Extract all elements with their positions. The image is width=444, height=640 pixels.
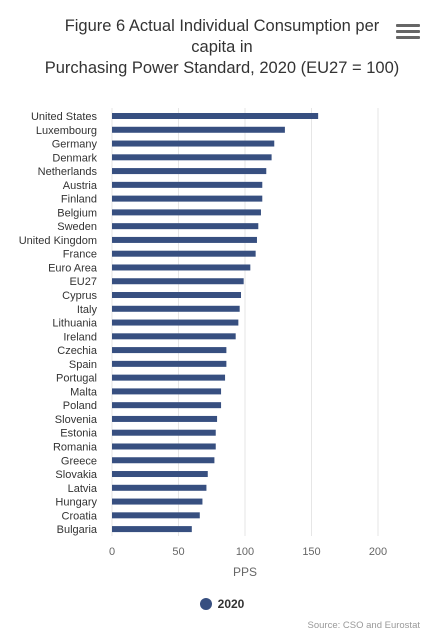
category-label-croatia: Croatia: [62, 510, 98, 522]
bar-united-states[interactable]: [112, 113, 319, 119]
category-label-cyprus: Cyprus: [62, 290, 97, 302]
bar-ireland[interactable]: [112, 333, 236, 340]
category-label-finland: Finland: [61, 194, 97, 206]
x-tick-label-200: 200: [369, 546, 387, 558]
legend-label: 2020: [217, 597, 245, 611]
category-label-estonia: Estonia: [60, 428, 98, 440]
category-label-slovakia: Slovakia: [55, 469, 97, 481]
bar-slovenia[interactable]: [112, 415, 218, 422]
bar-slovakia[interactable]: [112, 471, 208, 478]
chart-title-line-1: Figure 6 Actual Individual Consumption p…: [64, 17, 380, 56]
bar-italy[interactable]: [112, 305, 240, 312]
x-tick-label-150: 150: [302, 546, 320, 558]
category-label-euro-area: Euro Area: [48, 262, 98, 274]
x-tick-label-100: 100: [236, 546, 254, 558]
bar-germany[interactable]: [112, 140, 275, 147]
x-axis-title: PPS: [233, 565, 257, 579]
category-label-romania: Romania: [53, 441, 98, 453]
category-label-austria: Austria: [63, 180, 98, 192]
source-credit[interactable]: Source: CSO and Eurostat: [307, 620, 420, 631]
x-axis-ticks: 0 50 100 150 200: [109, 546, 387, 558]
bar-estonia[interactable]: [112, 429, 216, 436]
category-label-lithuania: Lithuania: [52, 318, 98, 330]
category-label-belgium: Belgium: [57, 207, 97, 219]
bar-hungary[interactable]: [112, 498, 203, 505]
bars: [112, 113, 319, 533]
category-label-ireland: Ireland: [63, 331, 97, 343]
bar-luxembourg[interactable]: [112, 126, 285, 133]
category-label-portugal: Portugal: [56, 373, 97, 385]
bar-euro-area[interactable]: [112, 264, 251, 271]
legend-item-2020[interactable]: 2020: [199, 597, 245, 611]
category-label-sweden: Sweden: [57, 221, 97, 233]
bar-latvia[interactable]: [112, 484, 207, 491]
bar-spain[interactable]: [112, 360, 227, 367]
category-label-united-states: United States: [31, 111, 98, 123]
category-label-latvia: Latvia: [68, 483, 98, 495]
bar-belgium[interactable]: [112, 209, 261, 216]
bar-sweden[interactable]: [112, 223, 259, 230]
bar-poland[interactable]: [112, 402, 222, 409]
bar-bulgaria[interactable]: [112, 526, 192, 533]
x-tick-label-50: 50: [172, 546, 184, 558]
category-label-greece: Greece: [61, 455, 97, 467]
category-label-eu27: EU27: [69, 276, 97, 288]
bar-romania[interactable]: [112, 443, 216, 450]
bar-cyprus[interactable]: [112, 292, 242, 299]
bar-denmark[interactable]: [112, 154, 272, 161]
x-tick-label-0: 0: [109, 546, 115, 558]
chart-title-line-2: Purchasing Power Standard, 2020 (EU27 = …: [44, 59, 400, 77]
bar-lithuania[interactable]: [112, 319, 239, 326]
legend-marker: [199, 598, 212, 610]
category-label-germany: Germany: [52, 139, 98, 151]
category-label-spain: Spain: [69, 359, 97, 371]
bar-czechia[interactable]: [112, 347, 227, 354]
bar-greece[interactable]: [112, 457, 215, 464]
bar-portugal[interactable]: [112, 374, 226, 381]
category-label-italy: Italy: [77, 304, 98, 316]
category-label-netherlands: Netherlands: [38, 166, 98, 178]
bar-united-kingdom[interactable]: [112, 236, 257, 243]
hamburger-menu-icon[interactable]: [396, 24, 420, 42]
category-label-france: France: [63, 249, 97, 261]
category-label-united-kingdom: United Kingdom: [19, 235, 97, 247]
bar-finland[interactable]: [112, 195, 263, 202]
legend: 2020: [0, 597, 444, 613]
category-label-czechia: Czechia: [57, 345, 98, 357]
category-label-hungary: Hungary: [55, 497, 97, 509]
bar-eu27[interactable]: [112, 278, 244, 285]
bar-netherlands[interactable]: [112, 168, 267, 175]
bar-malta[interactable]: [112, 388, 222, 395]
category-label-denmark: Denmark: [52, 152, 97, 164]
bar-france[interactable]: [112, 250, 256, 257]
category-label-bulgaria: Bulgaria: [57, 524, 98, 536]
category-label-slovenia: Slovenia: [55, 414, 98, 426]
chart-title: Figure 6 Actual Individual Consumption p…: [44, 16, 400, 79]
category-label-poland: Poland: [63, 400, 97, 412]
bar-croatia[interactable]: [112, 512, 200, 519]
bar-austria[interactable]: [112, 181, 263, 188]
category-label-malta: Malta: [70, 386, 98, 398]
category-label-luxembourg: Luxembourg: [36, 125, 97, 137]
